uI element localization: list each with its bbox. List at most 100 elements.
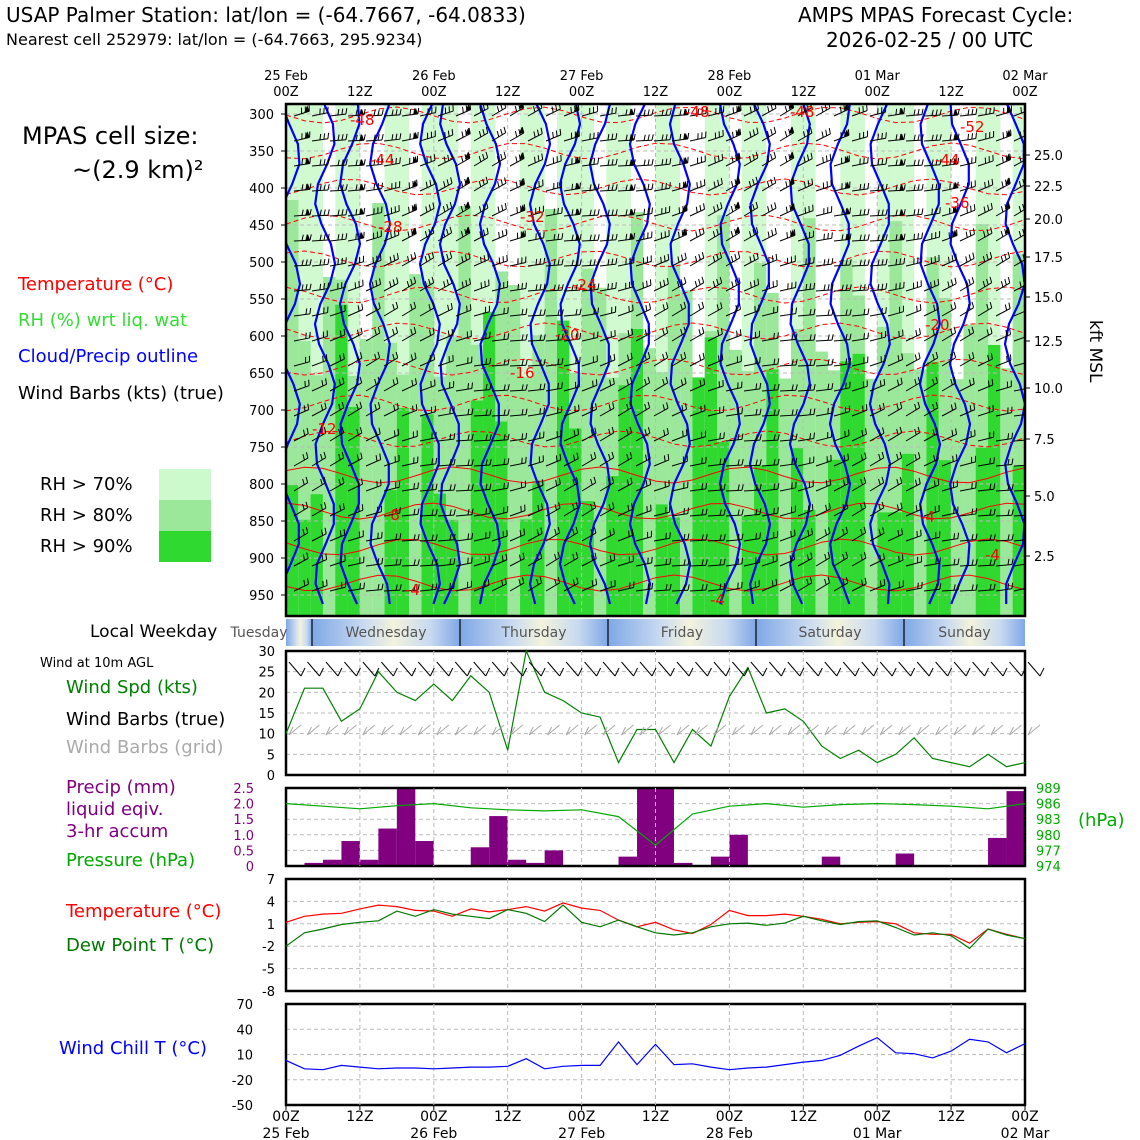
temp-contour-label: -44 bbox=[370, 151, 395, 169]
wind-barb bbox=[725, 581, 743, 592]
wind-barb bbox=[473, 253, 490, 267]
wind-barb bbox=[833, 155, 850, 167]
wind-barb bbox=[527, 358, 546, 367]
surface-wind-barb-true bbox=[510, 661, 528, 677]
rh80-region bbox=[951, 379, 965, 616]
wind-barb bbox=[437, 558, 456, 567]
wind-barb bbox=[347, 401, 363, 417]
wind-barb bbox=[815, 358, 834, 367]
wind-barb bbox=[473, 126, 489, 142]
rh90-region bbox=[692, 377, 706, 616]
wind-barb bbox=[455, 356, 473, 367]
wind-barb bbox=[401, 482, 419, 492]
surface-wind-barb-grid bbox=[621, 724, 634, 736]
wind-barb bbox=[509, 577, 525, 592]
wind-tick-label: 30 bbox=[258, 645, 275, 660]
wind-barb bbox=[509, 204, 526, 217]
surface-wind-barb-grid bbox=[584, 724, 597, 736]
wind-barb bbox=[563, 104, 580, 117]
wind-barb bbox=[365, 453, 382, 467]
wind-barb bbox=[401, 131, 419, 142]
wind-barb bbox=[689, 559, 708, 567]
wind-barb bbox=[455, 408, 474, 417]
wind-barb bbox=[437, 128, 454, 142]
wind-barb bbox=[797, 256, 815, 267]
wind-barb bbox=[401, 559, 420, 567]
wind-barb bbox=[671, 533, 690, 542]
bottom-axis-hour: 00Z bbox=[272, 1109, 299, 1125]
wind-barb bbox=[725, 355, 742, 367]
wind-barb bbox=[941, 277, 957, 292]
wind-barb bbox=[797, 408, 816, 417]
wind-barb bbox=[725, 104, 742, 117]
top-axis-date: 27 Feb bbox=[560, 69, 604, 84]
wind-barb bbox=[401, 326, 417, 342]
wind-barb bbox=[743, 151, 759, 167]
temp-contour-label: -4 bbox=[405, 581, 420, 599]
kft-tick-label: 2.5 bbox=[1034, 550, 1055, 565]
wind-barb bbox=[437, 381, 455, 392]
wind-barb bbox=[761, 409, 780, 417]
bottom-axis-date: 27 Feb bbox=[558, 1126, 605, 1140]
wind-barb bbox=[491, 506, 509, 517]
wind-barb bbox=[527, 383, 546, 392]
wind-barb bbox=[689, 301, 705, 317]
surface-wind-barb-grid bbox=[362, 724, 376, 736]
wind-barb bbox=[1013, 514, 1025, 517]
wind-barb bbox=[869, 354, 886, 367]
wind-barb bbox=[347, 159, 366, 167]
surface-wind-barb-grid bbox=[731, 724, 745, 736]
wind-tick-label: 0 bbox=[267, 769, 275, 784]
wind-barb bbox=[581, 331, 599, 342]
temp-tick-label: 7 bbox=[267, 873, 275, 888]
wind-barb bbox=[311, 502, 327, 517]
wind-barb bbox=[509, 408, 528, 417]
surface-wind-barb-true bbox=[898, 661, 916, 677]
wind-barb bbox=[527, 551, 543, 567]
wind-barb bbox=[707, 153, 724, 167]
wind-barb bbox=[347, 530, 364, 542]
temp-contour-label: -12 bbox=[312, 420, 337, 438]
wind-barb bbox=[977, 276, 993, 292]
wind-barb bbox=[473, 579, 490, 592]
wind-barb bbox=[905, 208, 924, 217]
precip-label-3: 3-hr accum bbox=[66, 821, 169, 842]
cloud-outline bbox=[628, 104, 652, 605]
wind-barb bbox=[617, 503, 634, 517]
surface-wind-barb-grid bbox=[491, 724, 505, 736]
wind-barb bbox=[527, 205, 544, 217]
wind-barb bbox=[797, 480, 814, 492]
cloud-outline bbox=[558, 104, 582, 605]
wind-barb bbox=[581, 258, 600, 267]
wind-barb bbox=[401, 430, 418, 442]
surface-wind-barb-true bbox=[676, 661, 694, 677]
wind-barb bbox=[761, 434, 780, 442]
wind-barb bbox=[797, 204, 814, 217]
wind-barb bbox=[473, 383, 492, 392]
wind-barb bbox=[617, 133, 636, 142]
wind-barb bbox=[941, 109, 960, 117]
wind-barb bbox=[383, 507, 401, 517]
wind-barb bbox=[419, 130, 436, 142]
wind-barb bbox=[455, 330, 472, 342]
wind-barb bbox=[815, 551, 831, 567]
wind-barb bbox=[401, 107, 420, 117]
pressure-tick-label: 750 bbox=[249, 441, 274, 456]
surface-wind-barb-grid bbox=[842, 724, 856, 736]
wind-barb bbox=[887, 184, 906, 192]
wind-barb bbox=[761, 483, 780, 492]
wind-barb bbox=[797, 334, 816, 342]
temp-tick-label: 4 bbox=[267, 895, 275, 910]
wind-barb bbox=[887, 107, 906, 117]
wind-barb bbox=[671, 252, 687, 267]
wind-barb bbox=[689, 276, 705, 292]
wind-barb bbox=[293, 307, 312, 317]
wind-barb bbox=[923, 183, 942, 192]
wind-barb bbox=[347, 207, 366, 217]
precip-bar bbox=[895, 853, 915, 866]
wind-barb bbox=[491, 202, 507, 217]
wind-chill-label: Wind Chill T (°C) bbox=[59, 1038, 207, 1059]
surface-wind-barb-true bbox=[787, 661, 805, 677]
wind-barb bbox=[833, 233, 852, 242]
wind-barb bbox=[689, 179, 706, 192]
